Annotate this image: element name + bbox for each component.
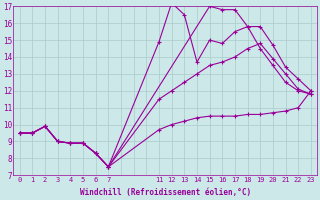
X-axis label: Windchill (Refroidissement éolien,°C): Windchill (Refroidissement éolien,°C)	[80, 188, 251, 197]
